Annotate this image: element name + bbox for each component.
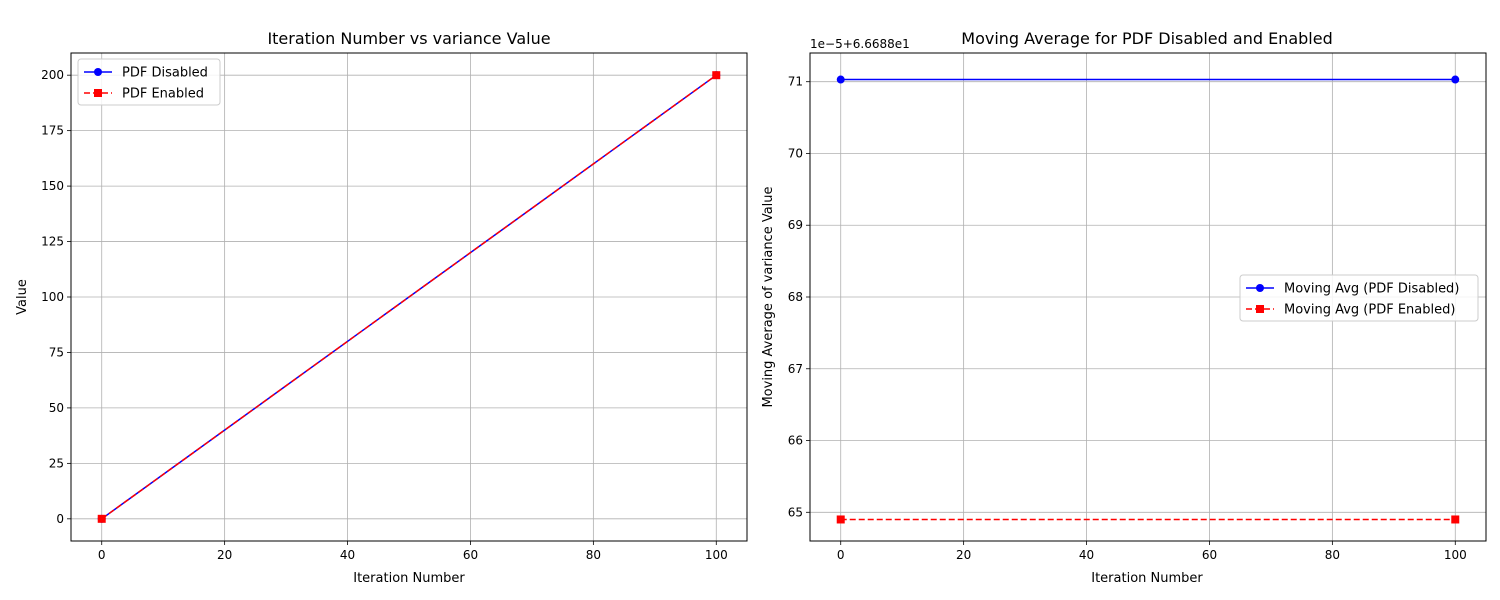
chart-1-x-tick-label: 40 — [340, 548, 355, 562]
chart-2-ylabel: Moving Average of variance Value — [761, 186, 776, 407]
chart-1-legend-label-2: PDF Enabled — [122, 87, 204, 102]
chart-2-grid — [810, 53, 1486, 541]
chart-1-y-tick-label: 200 — [41, 68, 64, 82]
chart-2-x-tick-label: 20 — [956, 548, 971, 562]
chart-1-legend-marker-2 — [94, 89, 102, 97]
chart-1-y-tick-label: 75 — [49, 345, 64, 359]
chart-1-legend: PDF Disabled PDF Enabled — [77, 58, 221, 106]
chart-2-series-2-point — [1451, 515, 1460, 524]
chart-2-title: Moving Average for PDF Disabled and Enab… — [961, 29, 1332, 48]
chart-2-series-2-point — [836, 515, 845, 524]
chart-2-series — [836, 75, 1460, 524]
chart-1-x-tick-label: 60 — [463, 548, 478, 562]
chart-2-legend-box — [1239, 274, 1479, 322]
chart-1: Iteration Number vs variance Value Itera… — [15, 29, 748, 586]
chart-1-y-tick-label: 125 — [41, 235, 64, 249]
chart-2-y-tick-label: 65 — [788, 505, 803, 519]
chart-1-series-line-2 — [101, 74, 717, 520]
chart-1-y-tick-label: 25 — [49, 456, 64, 470]
chart-1-x-tick-label: 80 — [586, 548, 601, 562]
chart-1-x-ticks: 0 20 40 60 80 100 — [98, 541, 728, 562]
chart-1-series-2-point — [97, 514, 106, 523]
chart-1-legend-marker-1 — [94, 68, 102, 76]
chart-1-x-tick-label: 100 — [705, 548, 728, 562]
chart-1-series-2-point — [712, 71, 721, 80]
chart-1-y-tick-label: 100 — [41, 290, 64, 304]
chart-1-series — [97, 71, 721, 523]
chart-2-y-tick-label: 69 — [788, 218, 803, 232]
chart-2-x-tick-label: 80 — [1325, 548, 1340, 562]
chart-2-x-tick-label: 60 — [1202, 548, 1217, 562]
chart-2-xlabel: Iteration Number — [1091, 571, 1203, 586]
chart-2-legend-marker-2 — [1256, 305, 1264, 313]
chart-2-y-tick-label: 66 — [788, 434, 803, 448]
chart-1-x-tick-label: 0 — [98, 548, 106, 562]
chart-2-x-tick-label: 100 — [1444, 548, 1467, 562]
chart-1-legend-label-1: PDF Disabled — [122, 66, 208, 81]
chart-2-y-tick-label: 71 — [788, 75, 803, 89]
chart-1-legend-box — [77, 58, 221, 106]
chart-2-legend-marker-1 — [1256, 284, 1264, 292]
chart-2-legend: Moving Avg (PDF Disabled) Moving Avg (PDF… — [1239, 274, 1479, 322]
chart-2-offset-text: 1e−5+6.6688e1 — [810, 37, 910, 51]
chart-2-y-ticks: 65 66 67 68 69 70 71 — [788, 75, 810, 519]
chart-1-xlabel: Iteration Number — [353, 571, 465, 586]
chart-2-y-tick-label: 70 — [788, 146, 803, 160]
chart-2-x-tick-label: 40 — [1079, 548, 1094, 562]
chart-2: Moving Average for PDF Disabled and Enab… — [761, 29, 1487, 586]
chart-1-title: Iteration Number vs variance Value — [267, 29, 550, 48]
chart-2-y-tick-label: 68 — [788, 290, 803, 304]
chart-1-x-tick-label: 20 — [217, 548, 232, 562]
chart-2-x-ticks: 0 20 40 60 80 100 — [837, 541, 1467, 562]
chart-1-y-tick-label: 150 — [41, 179, 64, 193]
chart-1-y-tick-label: 50 — [49, 401, 64, 415]
chart-2-legend-label-2: Moving Avg (PDF Enabled) — [1284, 303, 1455, 318]
chart-1-ylabel: Value — [15, 279, 30, 315]
chart-2-series-1-point — [836, 75, 845, 84]
chart-2-y-tick-label: 67 — [788, 362, 803, 376]
chart-1-y-ticks: 0 25 50 75 100 125 150 175 200 — [41, 68, 71, 526]
chart-2-x-tick-label: 0 — [837, 548, 845, 562]
chart-1-y-tick-label: 0 — [56, 512, 64, 526]
chart-1-grid — [71, 53, 747, 541]
chart-1-y-tick-label: 175 — [41, 124, 64, 138]
chart-2-legend-label-1: Moving Avg (PDF Disabled) — [1284, 282, 1459, 297]
chart-2-series-1-point — [1451, 75, 1460, 84]
